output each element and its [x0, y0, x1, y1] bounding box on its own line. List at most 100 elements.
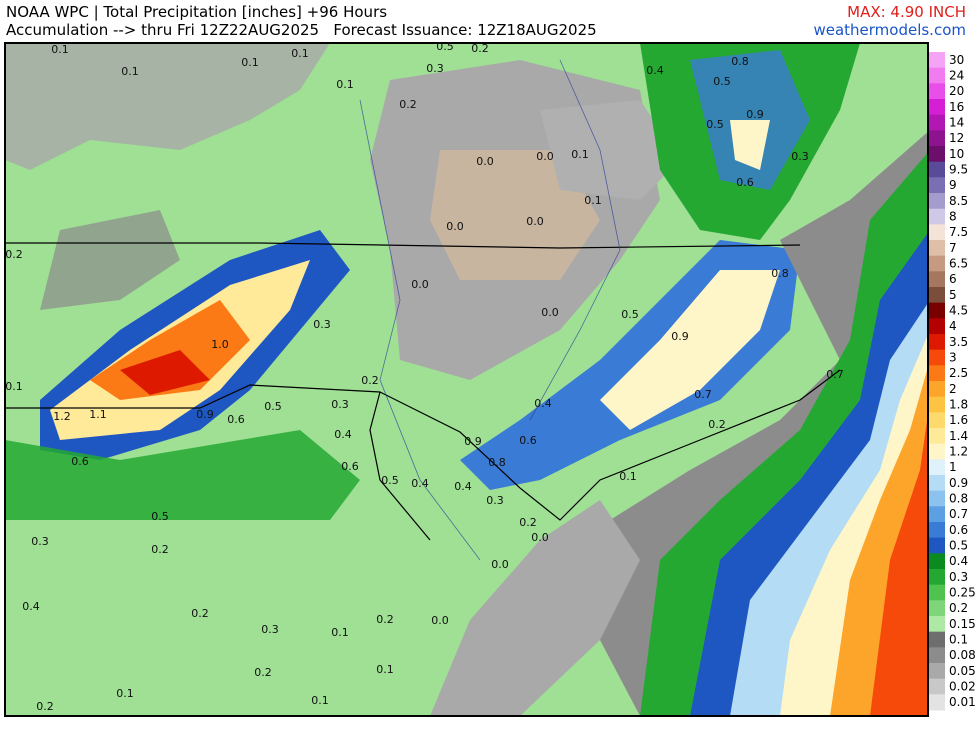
precip-value: 0.4 [22, 600, 40, 613]
precip-value: 0.3 [331, 398, 349, 411]
precip-value: 0.6 [227, 413, 245, 426]
colorbar-swatch [929, 255, 945, 272]
precip-value: 0.4 [411, 477, 429, 490]
precip-value: 0.7 [694, 388, 712, 401]
precip-value: 0.2 [254, 666, 272, 679]
precip-value: 0.9 [746, 108, 764, 121]
colorbar-label: 16 [949, 100, 964, 114]
colorbar-swatch [929, 569, 945, 586]
colorbar-swatch [929, 678, 945, 695]
precip-value: 0.0 [446, 220, 464, 233]
colorbar-swatch [929, 428, 945, 445]
colorbar-label: 0.05 [949, 664, 976, 678]
colorbar-swatch [929, 271, 945, 288]
precip-value: 0.3 [791, 150, 809, 163]
precip-value: 0.1 [331, 626, 349, 639]
colorbar-swatch [929, 553, 945, 570]
precip-value: 0.0 [536, 150, 554, 163]
colorbar-swatch [929, 334, 945, 351]
colorbar-label: 30 [949, 53, 964, 67]
colorbar-label: 5 [949, 288, 957, 302]
precip-value: 0.6 [71, 455, 89, 468]
colorbar-label: 0.15 [949, 617, 976, 631]
colorbar-label: 0.3 [949, 570, 968, 584]
precip-value: 0.9 [196, 408, 214, 421]
colorbar-label: 8 [949, 210, 957, 224]
precip-value: 0.2 [191, 607, 209, 620]
max-label: MAX: 4.90 INCH [847, 3, 966, 21]
colorbar-swatch [929, 67, 945, 84]
precip-value: 0.1 [291, 47, 309, 60]
precip-value: 0.0 [491, 558, 509, 571]
colorbar-swatch [929, 99, 945, 116]
precip-value: 0.1 [5, 380, 23, 393]
colorbar-label: 1.2 [949, 445, 968, 459]
colorbar-swatch [929, 52, 945, 69]
precip-value: 0.3 [426, 62, 444, 75]
colorbar: 302420161412109.598.587.576.5654.543.532… [929, 52, 976, 711]
precip-value: 0.2 [361, 374, 379, 387]
precip-field [5, 43, 928, 716]
precip-value: 0.1 [376, 663, 394, 676]
precip-value: 0.4 [334, 428, 352, 441]
colorbar-swatch [929, 616, 945, 633]
colorbar-swatch [929, 475, 945, 492]
colorbar-label: 7.5 [949, 225, 968, 239]
precip-value: 0.5 [621, 308, 639, 321]
precip-value: 0.1 [584, 194, 602, 207]
colorbar-swatch [929, 522, 945, 539]
colorbar-label: 4 [949, 319, 957, 333]
colorbar-label: 14 [949, 116, 964, 130]
colorbar-swatch [929, 490, 945, 507]
colorbar-label: 0.25 [949, 586, 976, 600]
precip-value: 0.7 [826, 368, 844, 381]
colorbar-label: 1 [949, 460, 957, 474]
colorbar-swatch [929, 240, 945, 257]
precip-value: 0.1 [311, 694, 329, 707]
precip-value: 0.2 [151, 543, 169, 556]
subtitle: Accumulation --> thru Fri 12Z22AUG2025 F… [6, 21, 597, 39]
colorbar-label: 0.08 [949, 648, 976, 662]
colorbar-label: 24 [949, 69, 964, 83]
colorbar-label: 0.01 [949, 695, 976, 709]
precip-value: 0.0 [476, 155, 494, 168]
colorbar-label: 0.4 [949, 554, 968, 568]
colorbar-label: 0.1 [949, 633, 968, 647]
map-labels: 0.1 0.1 0.1 0.1 0.5 0.2 0.3 0.1 0.2 0.0 0.0 0.1 0.0 0… [5, 40, 844, 713]
precip-value: 0.4 [646, 64, 664, 77]
colorbar-swatch [929, 600, 945, 617]
precip-value: 0.0 [431, 614, 449, 627]
colorbar-label: 9.5 [949, 163, 968, 177]
colorbar-label: 10 [949, 147, 964, 161]
colorbar-label: 0.7 [949, 507, 968, 521]
colorbar-swatch [929, 208, 945, 225]
precip-value: 0.2 [708, 418, 726, 431]
colorbar-label: 1.8 [949, 398, 968, 412]
site-name: weathermodels.com [813, 21, 966, 39]
precip-value: 0.1 [336, 78, 354, 91]
colorbar-label: 4.5 [949, 304, 968, 318]
precip-value: 0.2 [519, 516, 537, 529]
precip-value: 0.1 [116, 687, 134, 700]
colorbar-swatch [929, 130, 945, 147]
precip-value: 0.5 [706, 118, 724, 131]
precip-value: 0.0 [526, 215, 544, 228]
precip-value: 1.0 [211, 338, 229, 351]
precip-value: 0.2 [399, 98, 417, 111]
precip-value: 0.0 [531, 531, 549, 544]
precip-value: 0.9 [671, 330, 689, 343]
colorbar-swatch [929, 161, 945, 178]
colorbar-swatch [929, 177, 945, 194]
colorbar-label: 0.2 [949, 601, 968, 615]
colorbar-label: 2 [949, 382, 957, 396]
colorbar-swatch [929, 224, 945, 241]
precip-value: 0.0 [411, 278, 429, 291]
colorbar-label: 0.9 [949, 476, 968, 490]
colorbar-label: 3 [949, 351, 957, 365]
colorbar-swatch [929, 318, 945, 335]
precip-value: 0.1 [241, 56, 259, 69]
precip-value: 0.5 [381, 474, 399, 487]
colorbar-label: 1.4 [949, 429, 968, 443]
